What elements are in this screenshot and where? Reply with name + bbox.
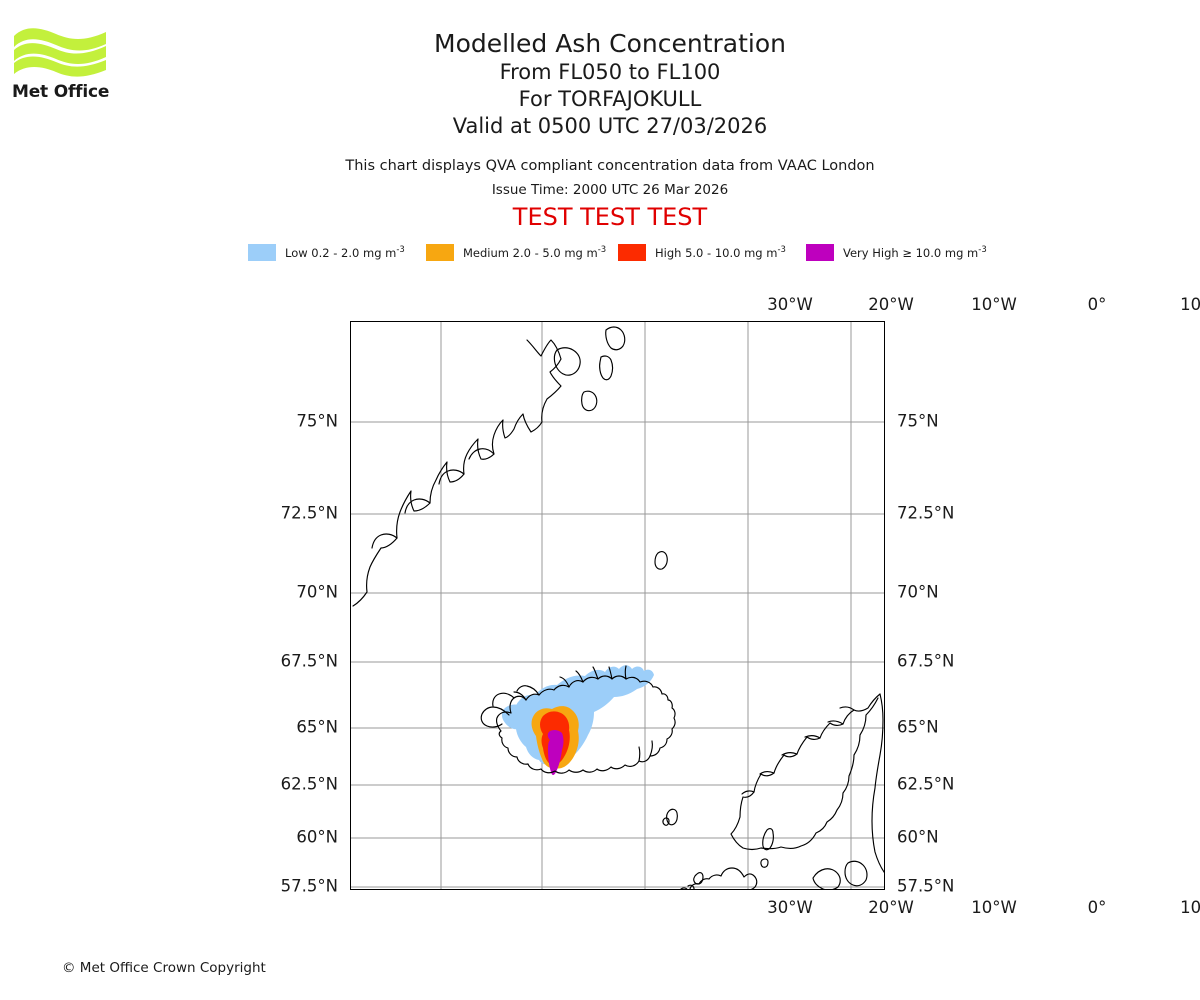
copyright-notice: © Met Office Crown Copyright	[62, 960, 266, 976]
coast-faroe-small	[662, 817, 670, 826]
lat-tick-label-left: 62.5°N	[280, 774, 338, 794]
coast-island-north-c	[605, 326, 626, 351]
legend-item-low: Low 0.2 - 2.0 mg m-3	[248, 241, 405, 263]
coast-denmark-north	[812, 868, 841, 889]
coast-orkney	[760, 858, 769, 868]
lat-tick-label-right: 67.5°N	[897, 651, 955, 671]
met-office-wave-logo	[14, 28, 106, 77]
lon-tick-label-top: 20°W	[868, 295, 914, 314]
coast-norway-fjords	[741, 706, 855, 795]
volcano-subtitle: For TORFAJOKULL	[518, 87, 702, 111]
coast-hebrides	[680, 872, 704, 889]
coast-iceland	[496, 675, 676, 774]
concentration-legend: Low 0.2 - 2.0 mg m-3 Medium 2.0 - 5.0 mg …	[248, 241, 988, 263]
plume-band-very-high	[547, 729, 564, 775]
coast-iceland-west-fjords	[480, 685, 540, 728]
coast-greenland-east	[352, 339, 562, 607]
lat-tick-label-left: 67.5°N	[280, 651, 338, 671]
lon-tick-label-bottom: 30°W	[767, 898, 813, 917]
lat-tick-label-right: 75°N	[897, 411, 939, 431]
lat-tick-label-left: 70°N	[296, 582, 338, 602]
lon-tick-label-bottom: 20°W	[868, 898, 914, 917]
flight-level-subtitle: From FL050 to FL100	[499, 60, 721, 84]
page-title: Modelled Ash Concentration	[434, 29, 786, 58]
ash-plume-overlay	[501, 665, 654, 775]
legend-swatch-medium	[426, 243, 454, 261]
coast-island-small-e	[581, 390, 598, 412]
plume-band-low-nw	[501, 704, 528, 730]
coast-island-north-a	[553, 347, 581, 376]
lon-tick-label-top: 30°W	[767, 295, 813, 314]
coast-faroe-islands	[666, 808, 678, 826]
legend-item-very-high: Very High ≥ 10.0 mg m-3	[806, 241, 987, 263]
issue-time: Issue Time: 2000 UTC 26 Mar 2026	[491, 182, 729, 198]
lat-tick-label-right: 72.5°N	[897, 503, 955, 523]
coast-scotland	[689, 867, 758, 889]
chart-caption-block: This chart displays QVA compliant concen…	[200, 155, 1020, 231]
coast-island-jan-mayen	[654, 551, 668, 570]
legend-swatch-low	[248, 243, 276, 261]
lon-tick-label-bottom: 10°W	[971, 898, 1017, 917]
lon-tick-label-bottom: 0°	[1087, 898, 1107, 917]
lat-tick-label-left: 60°N	[296, 827, 338, 847]
lat-tick-label-left: 65°N	[296, 717, 338, 737]
valid-time-subtitle: Valid at 0500 UTC 27/03/2026	[452, 114, 768, 138]
coast-norway-east	[871, 693, 884, 873]
met-office-logo: Met Office	[12, 22, 132, 117]
coastlines	[352, 326, 884, 889]
lon-tick-label-top: 10°E	[1180, 295, 1200, 314]
legend-item-medium: Medium 2.0 - 5.0 mg m-3	[426, 241, 606, 263]
coast-sweden-south	[844, 860, 868, 887]
map-plot-frame	[350, 321, 885, 890]
lat-tick-label-right: 70°N	[897, 582, 939, 602]
lat-tick-label-left: 72.5°N	[280, 503, 338, 523]
legend-label-very-high: Very High ≥ 10.0 mg m-3	[843, 244, 987, 260]
chart-title-block: Modelled Ash Concentration From FL050 to…	[200, 28, 1020, 140]
legend-label-high: High 5.0 - 10.0 mg m-3	[655, 244, 786, 260]
met-office-logo-text: Met Office	[12, 82, 110, 102]
coast-greenland-inlets	[371, 448, 495, 549]
map-gridlines	[351, 322, 884, 889]
test-banner: TEST TEST TEST	[512, 203, 708, 231]
legend-label-medium: Medium 2.0 - 5.0 mg m-3	[463, 244, 607, 260]
lon-tick-label-top: 0°	[1087, 295, 1107, 314]
coast-norway-west	[730, 693, 881, 851]
lat-tick-label-right: 65°N	[897, 717, 939, 737]
coast-iceland-south-east	[638, 740, 653, 762]
lat-tick-label-right: 57.5°N	[897, 876, 955, 896]
qva-note: This chart displays QVA compliant concen…	[345, 158, 875, 174]
lon-tick-label-top: 10°W	[971, 295, 1017, 314]
lat-tick-label-left: 57.5°N	[280, 876, 338, 896]
lat-tick-label-left: 75°N	[296, 411, 338, 431]
map-graphic	[351, 322, 884, 889]
legend-item-high: High 5.0 - 10.0 mg m-3	[618, 241, 786, 263]
coast-shetland	[762, 828, 774, 851]
lat-tick-label-right: 60°N	[897, 827, 939, 847]
legend-label-low: Low 0.2 - 2.0 mg m-3	[285, 244, 405, 260]
legend-swatch-very-high	[806, 243, 834, 261]
map-container: 30°W 30°W 20°W 20°W 10°W 10°W 0° 0° 10°E 10°E 75°N…	[281, 295, 1200, 917]
lat-tick-label-right: 62.5°N	[897, 774, 955, 794]
coast-island-north-b	[599, 355, 614, 381]
lon-tick-label-bottom: 10°E	[1180, 898, 1200, 917]
coast-iceland-north-fjords	[559, 665, 627, 688]
legend-swatch-high	[618, 243, 646, 261]
